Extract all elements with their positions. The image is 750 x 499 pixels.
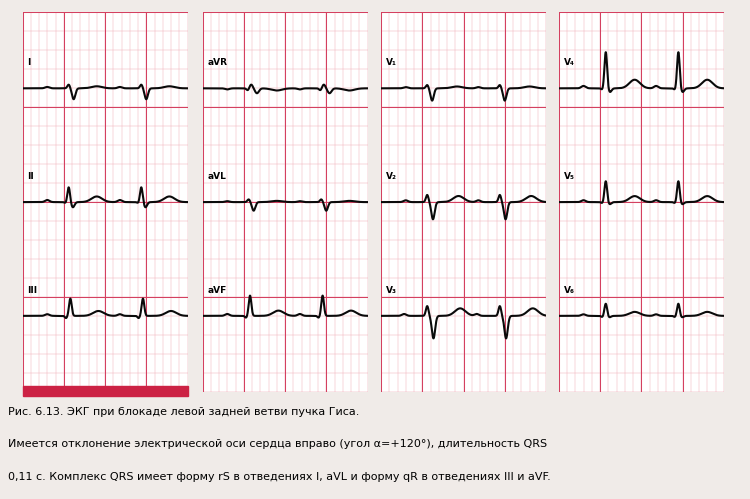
Text: Имеется отклонение электрической оси сердца вправо (угол α=+120°), длительность : Имеется отклонение электрической оси сер… [8,439,547,449]
Text: V₄: V₄ [564,58,574,67]
Text: I: I [28,58,31,67]
Text: 0,11 с. Комплекс QRS имеет форму rS в отведениях I, aVL и форму qR в отведениях : 0,11 с. Комплекс QRS имеет форму rS в от… [8,472,550,482]
Text: Рис. 6.13. ЭКГ при блокаде левой задней ветви пучка Гиса.: Рис. 6.13. ЭКГ при блокаде левой задней … [8,407,358,417]
Text: III: III [28,286,38,295]
Text: V₃: V₃ [386,286,397,295]
Text: V₆: V₆ [564,286,574,295]
Text: aVF: aVF [208,286,226,295]
Text: aVL: aVL [208,172,226,181]
Text: V₅: V₅ [564,172,574,181]
Bar [22,386,188,396]
Text: aVR: aVR [208,58,227,67]
Text: II: II [28,172,34,181]
Text: V₂: V₂ [386,172,397,181]
Text: V₁: V₁ [386,58,397,67]
